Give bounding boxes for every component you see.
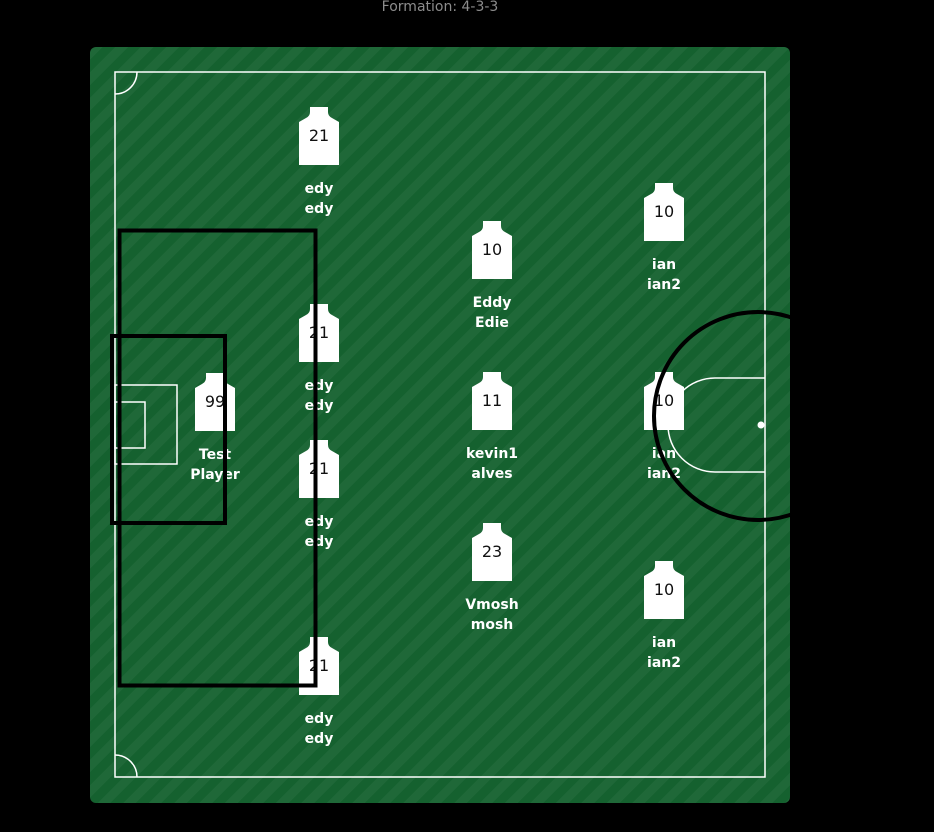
player-first-name: Test <box>198 447 232 463</box>
player-last-name: edy <box>304 398 334 414</box>
player-forward-1[interactable]: 10 ian ian2 <box>619 182 709 295</box>
player-name: edy edy <box>274 179 364 219</box>
shirt-icon: 23 <box>472 522 512 582</box>
shirt-number: 99 <box>204 392 226 411</box>
player-midfielder-2[interactable]: 11 kevin1 alves <box>447 371 537 484</box>
player-last-name: Edie <box>475 315 509 331</box>
player-first-name: Eddy <box>472 295 512 311</box>
player-defender-1[interactable]: 21 edy edy <box>274 106 364 219</box>
shirt-icon: 21 <box>299 106 339 166</box>
shirt-number: 21 <box>308 126 330 145</box>
player-name: Eddy Edie <box>447 293 537 333</box>
shirt-number: 23 <box>481 542 503 561</box>
player-name: ian ian2 <box>619 255 709 295</box>
player-name: Vmosh mosh <box>447 595 537 635</box>
goal-area <box>114 384 178 465</box>
player-name: edy edy <box>274 376 364 416</box>
player-name: edy edy <box>274 709 364 749</box>
player-defender-4[interactable]: 21 edy edy <box>274 636 364 749</box>
player-forward-2[interactable]: 10 ian ian2 <box>619 371 709 484</box>
player-first-name: ian <box>651 446 677 462</box>
goal <box>114 401 146 449</box>
player-last-name: edy <box>304 534 334 550</box>
player-name: kevin1 alves <box>447 444 537 484</box>
shirt-icon: 10 <box>644 560 684 620</box>
shirt-number: 10 <box>653 391 675 410</box>
player-last-name: edy <box>304 731 334 747</box>
shirt-number: 11 <box>481 391 503 410</box>
player-forward-3[interactable]: 10 ian ian2 <box>619 560 709 673</box>
player-last-name: ian2 <box>647 466 681 482</box>
player-first-name: edy <box>304 711 334 727</box>
player-name: ian ian2 <box>619 633 709 673</box>
player-defender-3[interactable]: 21 edy edy <box>274 439 364 552</box>
shirt-number: 21 <box>308 656 330 675</box>
player-last-name: Player <box>190 467 240 483</box>
player-name: ian ian2 <box>619 444 709 484</box>
player-goalkeeper[interactable]: 99 Test Player <box>170 372 260 485</box>
player-last-name: mosh <box>470 617 514 633</box>
shirt-icon: 10 <box>472 220 512 280</box>
player-first-name: kevin1 <box>465 446 519 462</box>
player-first-name: edy <box>304 181 334 197</box>
corner-arc-top-left <box>114 71 138 95</box>
player-last-name: edy <box>304 201 334 217</box>
player-name: edy edy <box>274 512 364 552</box>
shirt-number: 10 <box>481 240 503 259</box>
player-first-name: Vmosh <box>465 597 519 613</box>
player-last-name: alves <box>471 466 513 482</box>
player-defender-2[interactable]: 21 edy edy <box>274 303 364 416</box>
shirt-number: 21 <box>308 459 330 478</box>
corner-arc-bottom-left <box>114 754 138 778</box>
player-first-name: edy <box>304 378 334 394</box>
center-spot <box>757 421 765 429</box>
player-last-name: ian2 <box>647 277 681 293</box>
player-midfielder-3[interactable]: 23 Vmosh mosh <box>447 522 537 635</box>
player-last-name: ian2 <box>647 655 681 671</box>
shirt-number: 10 <box>653 580 675 599</box>
player-name: Test Player <box>170 445 260 485</box>
shirt-icon: 10 <box>644 182 684 242</box>
pitch: 99 Test Player 21 edy edy 21 edy edy 21 <box>90 47 790 803</box>
player-first-name: ian <box>651 635 677 651</box>
shirt-icon: 21 <box>299 303 339 363</box>
player-first-name: edy <box>304 514 334 530</box>
shirt-number: 10 <box>653 202 675 221</box>
shirt-icon: 10 <box>644 371 684 431</box>
player-midfielder-1[interactable]: 10 Eddy Edie <box>447 220 537 333</box>
shirt-icon: 11 <box>472 371 512 431</box>
shirt-icon: 21 <box>299 439 339 499</box>
formation-label: Formation: 4-3-3 <box>381 0 499 15</box>
shirt-icon: 21 <box>299 636 339 696</box>
shirt-number: 21 <box>308 323 330 342</box>
shirt-icon: 99 <box>195 372 235 432</box>
player-first-name: ian <box>651 257 677 273</box>
